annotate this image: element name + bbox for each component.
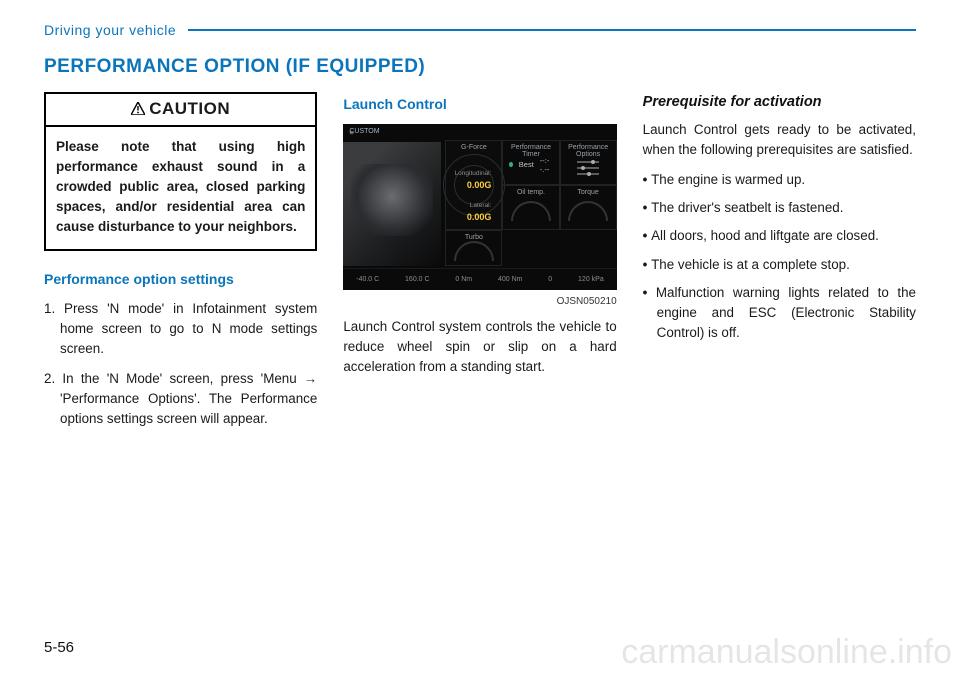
- gauge-icon: [511, 201, 551, 221]
- readings-bar: -40.0 C 160.0 C 0 Nm 400 Nm 0 120 kPa: [343, 268, 616, 290]
- poptions-tile: Performance Options: [560, 140, 617, 185]
- breadcrumb: Driving your vehicle: [44, 22, 176, 38]
- watermark: carmanualsonline.info: [621, 633, 952, 672]
- statusbar: ≡: [343, 124, 616, 140]
- ptimer-best: Best: [519, 160, 534, 169]
- prereq-list: The engine is warmed up. The driver's se…: [643, 170, 916, 343]
- ptimer-time: --:--.--: [540, 156, 553, 174]
- list-item: The engine is warmed up.: [643, 170, 916, 190]
- car-render: [343, 142, 441, 266]
- reading: -40.0 C: [356, 276, 379, 283]
- column-1: CAUTION Please note that using high perf…: [44, 92, 317, 440]
- list-item: The vehicle is at a complete stop.: [643, 255, 916, 275]
- perf-settings-steps: 1. Press 'N mode' in Infotainment system…: [44, 299, 317, 430]
- dash-grid: G-Force Longitudinal: 0.00G Lateral: 0.0…: [445, 140, 616, 266]
- columns: CAUTION Please note that using high perf…: [44, 92, 916, 440]
- prereq-subhead: Prerequisite for activation: [643, 94, 916, 110]
- image-code: OJSN050210: [343, 296, 616, 307]
- page-number: 5-56: [44, 639, 74, 656]
- oil-label: Oil temp.: [503, 189, 558, 196]
- column-2: Launch Control ≡ CUSTOM G-Force Longitud…: [343, 92, 616, 440]
- reading: 0: [548, 276, 552, 283]
- longit-label: Longitudinal:: [455, 169, 492, 179]
- oil-tile: Oil temp.: [502, 185, 559, 230]
- ptimer-label: Performance Timer: [503, 144, 558, 158]
- reading: 160.0 C: [405, 276, 430, 283]
- caution-heading-text: CAUTION: [149, 99, 230, 118]
- gforce-tile: G-Force Longitudinal: 0.00G Lateral: 0.0…: [445, 140, 502, 230]
- header-rule: [188, 29, 916, 31]
- torque-tile: Torque: [560, 185, 617, 230]
- lateral-readout: Lateral: 0.00G: [467, 201, 492, 224]
- longit-value: 0.00G: [455, 179, 492, 193]
- gauge-icon: [568, 201, 608, 221]
- poptions-label: Performance Options: [561, 144, 616, 158]
- reading: 400 Nm: [498, 276, 523, 283]
- torque-label: Torque: [561, 189, 616, 196]
- step-1: 1. Press 'N mode' in Infotainment system…: [44, 299, 317, 359]
- column-3: Prerequisite for activation Launch Contr…: [643, 92, 916, 440]
- launch-control-subhead: Launch Control: [343, 96, 616, 112]
- ptimer-row: Best --:--.--: [509, 156, 552, 174]
- gforce-label: G-Force: [446, 144, 501, 151]
- page-title: PERFORMANCE OPTION (IF EQUIPPED): [44, 56, 916, 78]
- turbo-tile: Turbo: [445, 230, 502, 266]
- caution-box: CAUTION Please note that using high perf…: [44, 92, 317, 251]
- list-item: Malfunction warning lights related to th…: [643, 283, 916, 343]
- list-item: The driver's seatbelt is fastened.: [643, 198, 916, 218]
- lateral-label: Lateral:: [467, 201, 492, 211]
- header: Driving your vehicle: [44, 22, 916, 38]
- caution-body: Please note that using high performance …: [46, 127, 315, 249]
- manual-page: Driving your vehicle PERFORMANCE OPTION …: [0, 0, 960, 676]
- launch-control-body: Launch Control system controls the vehic…: [343, 317, 616, 377]
- reading: 0 Nm: [455, 276, 472, 283]
- turbo-label: Turbo: [446, 234, 501, 241]
- lateral-value: 0.00G: [467, 211, 492, 225]
- mode-label: CUSTOM: [349, 128, 379, 135]
- ptimer-tile: Performance Timer Best --:--.--: [502, 140, 559, 185]
- warning-icon: [131, 100, 145, 120]
- prereq-intro: Launch Control gets ready to be activate…: [643, 120, 916, 160]
- reading: 120 kPa: [578, 276, 604, 283]
- list-item: All doors, hood and liftgate are closed.: [643, 226, 916, 246]
- step-2: 2. In the 'N Mode' screen, press 'Menu →…: [44, 369, 317, 429]
- dot-icon: [509, 162, 512, 167]
- perf-settings-subhead: Performance option settings: [44, 271, 317, 287]
- sliders-icon: [575, 158, 601, 176]
- gauge-icon: [454, 241, 494, 261]
- caution-heading: CAUTION: [46, 94, 315, 127]
- infotainment-screenshot: ≡ CUSTOM G-Force Longitudinal: 0.00G Lat…: [343, 124, 616, 290]
- longitudinal-readout: Longitudinal: 0.00G: [455, 169, 492, 192]
